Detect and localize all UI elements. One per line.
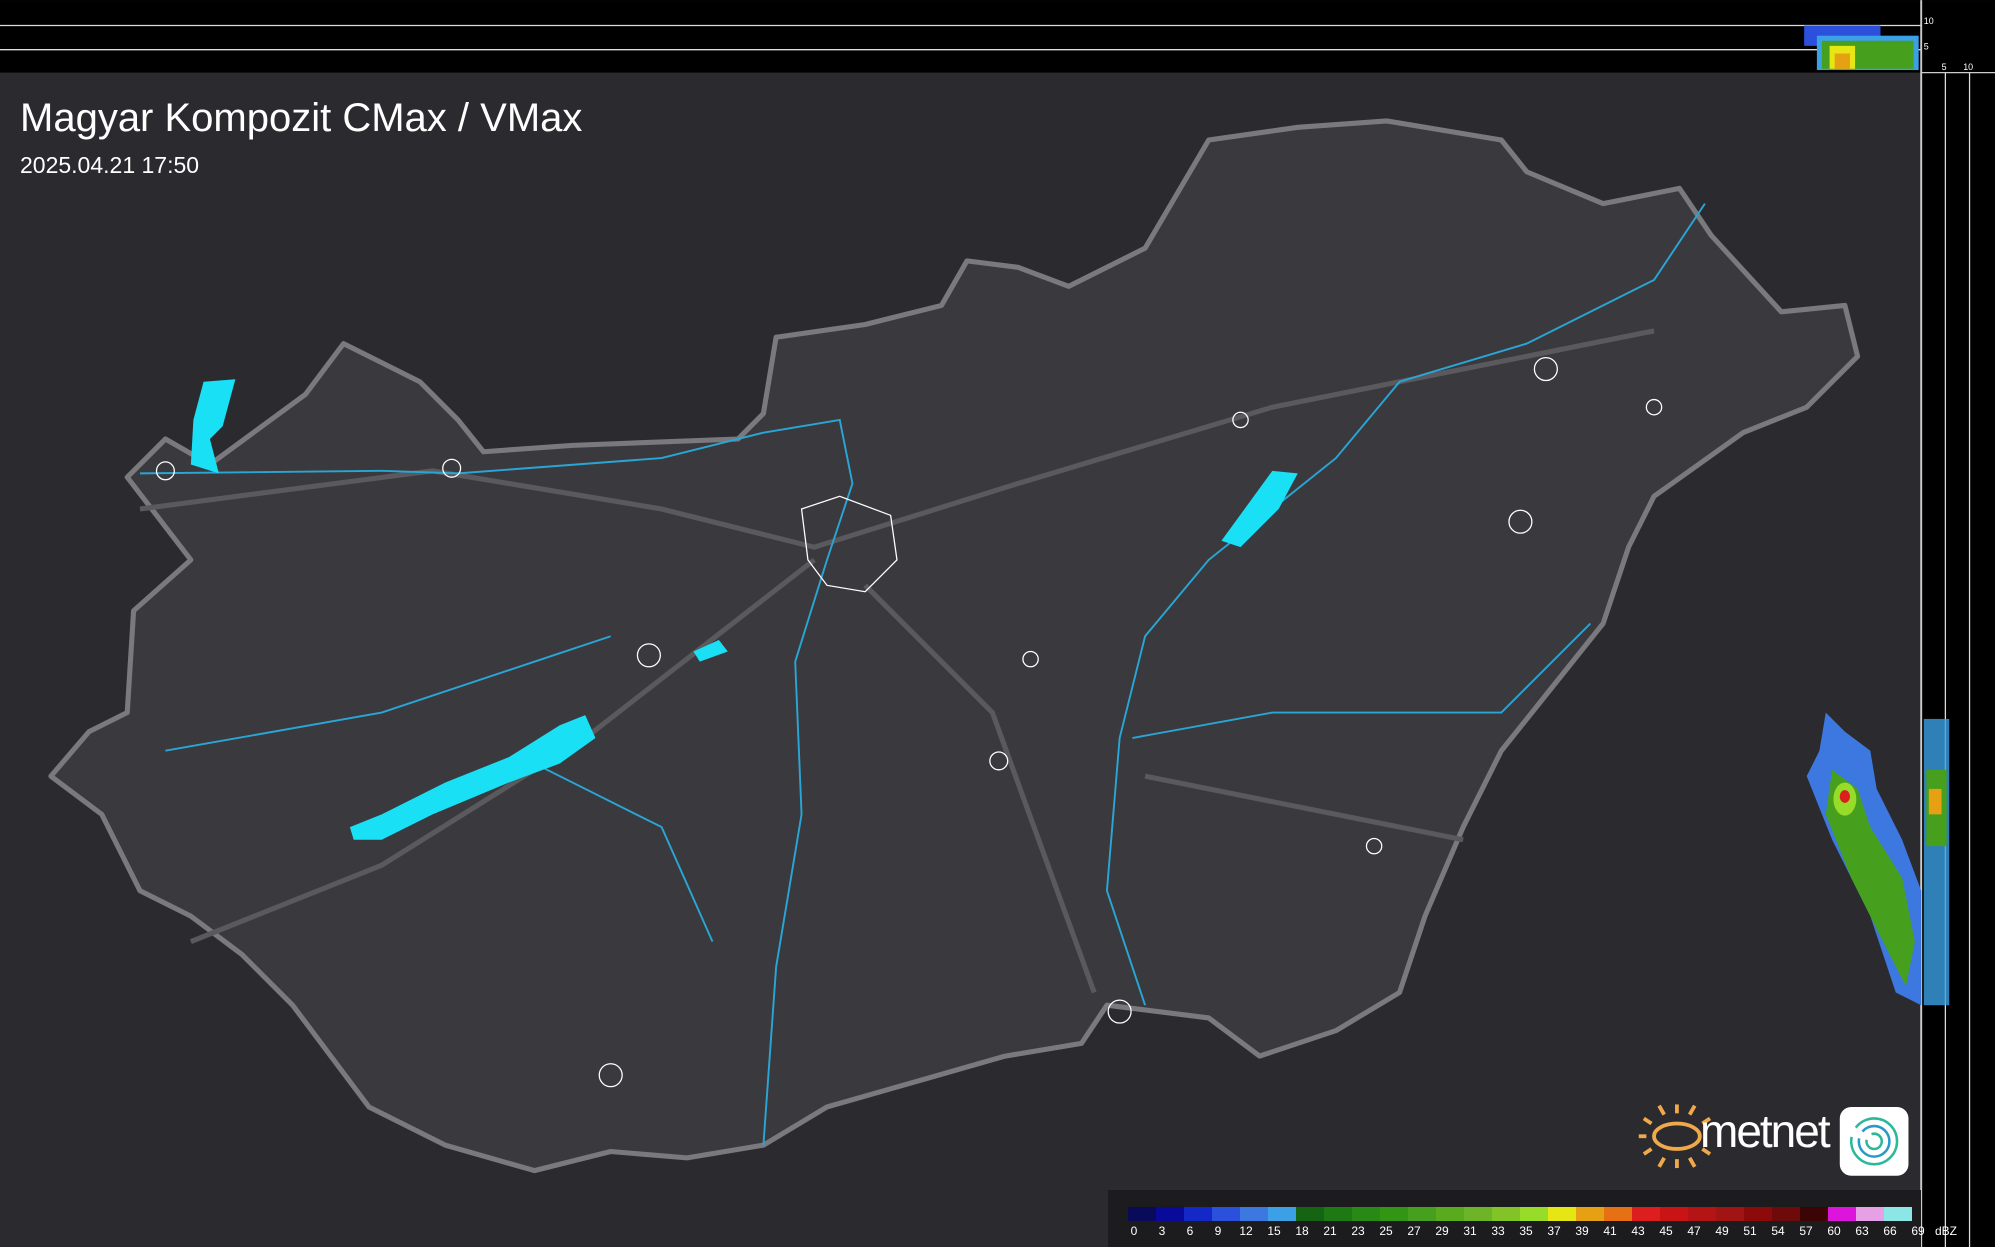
legend-label: 60 <box>1827 1224 1841 1238</box>
metnet-sun-icon <box>1638 1104 1712 1169</box>
svg-text:10: 10 <box>1963 62 1973 72</box>
legend-swatch <box>1548 1207 1576 1221</box>
map-title: Magyar Kompozit CMax / VMax <box>20 96 583 140</box>
top-profile-echo <box>1804 25 1919 71</box>
legend-swatch <box>1716 1207 1744 1221</box>
lakes <box>190 379 1298 840</box>
tick-10: 10 <box>1924 16 1934 26</box>
legend-label: 0 <box>1130 1224 1138 1238</box>
legend-label: 9 <box>1214 1224 1222 1238</box>
legend-swatch <box>1772 1207 1800 1221</box>
legend-label: 51 <box>1743 1224 1757 1238</box>
legend-swatch <box>1380 1207 1408 1221</box>
svg-text:5: 5 <box>1942 62 1947 72</box>
legend-swatch <box>1492 1207 1520 1221</box>
legend-label: 45 <box>1659 1224 1673 1238</box>
legend-swatch <box>1296 1207 1324 1221</box>
legend-swatch <box>1156 1207 1184 1221</box>
legend-swatch <box>1184 1207 1212 1221</box>
legend-labels: 0 3 6 9 12 15 18 21 23 25 27 29 31 33 35 37 39 41 43 45 47 49… <box>1120 1224 1960 1238</box>
metnet-logo-text: metnet <box>1700 1105 1831 1157</box>
lake-tisza <box>1221 470 1298 548</box>
legend-swatch <box>1576 1207 1604 1221</box>
legend-swatch <box>1520 1207 1548 1221</box>
legend-swatch <box>1212 1207 1240 1221</box>
lake-neusiedl <box>190 379 236 474</box>
legend-label: 41 <box>1603 1224 1617 1238</box>
top-profile-panel <box>0 0 1922 73</box>
radar-app-icon <box>1839 1106 1909 1176</box>
legend-label: 31 <box>1463 1224 1477 1238</box>
side-profile-panel <box>1921 0 1995 1247</box>
legend-swatch <box>1268 1207 1296 1221</box>
svg-text:5: 5 <box>1924 42 1929 52</box>
legend-label: 15 <box>1267 1224 1281 1238</box>
legend-label: 6 <box>1186 1224 1194 1238</box>
legend-swatch <box>1324 1207 1352 1221</box>
legend-swatch <box>1128 1207 1156 1221</box>
radar-echo-east <box>1806 712 1950 1006</box>
legend-swatch <box>1352 1207 1380 1221</box>
legend-swatch <box>1436 1207 1464 1221</box>
lake-velence <box>693 640 728 662</box>
legend-label: 18 <box>1295 1224 1309 1238</box>
legend-swatch <box>1660 1207 1688 1221</box>
legend-label: 47 <box>1687 1224 1701 1238</box>
legend-swatch <box>1240 1207 1268 1221</box>
rivers <box>139 203 1706 1146</box>
legend-swatch <box>1884 1207 1912 1221</box>
legend-swatch <box>1408 1207 1436 1221</box>
legend-label: 35 <box>1519 1224 1533 1238</box>
legend-label: 43 <box>1631 1224 1645 1238</box>
legend-label: 69 <box>1911 1224 1925 1238</box>
legend-swatch <box>1688 1207 1716 1221</box>
legend-label: 63 <box>1855 1224 1869 1238</box>
legend-label: 49 <box>1715 1224 1729 1238</box>
legend-swatch <box>1604 1207 1632 1221</box>
legend-label: 54 <box>1771 1224 1785 1238</box>
hungary-outline <box>48 118 1861 1174</box>
legend-label: 66 <box>1883 1224 1897 1238</box>
legend-swatch <box>1800 1207 1828 1221</box>
legend-swatch <box>1464 1207 1492 1221</box>
legend-label: 33 <box>1491 1224 1505 1238</box>
legend-swatch <box>1828 1207 1856 1221</box>
dbz-color-legend: 0 3 6 9 12 15 18 21 23 25 27 29 31 33 35 37 39 41 43 45 47 49… <box>1108 1190 1957 1247</box>
legend-label: 21 <box>1323 1224 1337 1238</box>
legend-label: 57 <box>1799 1224 1813 1238</box>
legend-swatch <box>1632 1207 1660 1221</box>
legend-label: 29 <box>1435 1224 1449 1238</box>
legend-label: 39 <box>1575 1224 1589 1238</box>
lake-balaton <box>349 715 596 840</box>
legend-label: 12 <box>1239 1224 1253 1238</box>
legend-swatch <box>1744 1207 1772 1221</box>
legend-label: 27 <box>1407 1224 1421 1238</box>
legend-label: 23 <box>1351 1224 1365 1238</box>
legend-swatch <box>1856 1207 1884 1221</box>
legend-color-bar <box>1128 1207 1912 1221</box>
legend-label: dBZ <box>1934 1224 1957 1238</box>
map-timestamp: 2025.04.21 17:50 <box>20 152 200 178</box>
legend-label: 37 <box>1547 1224 1561 1238</box>
legend-label: 25 <box>1379 1224 1393 1238</box>
legend-label: 3 <box>1158 1224 1166 1238</box>
cities <box>155 356 1663 1088</box>
